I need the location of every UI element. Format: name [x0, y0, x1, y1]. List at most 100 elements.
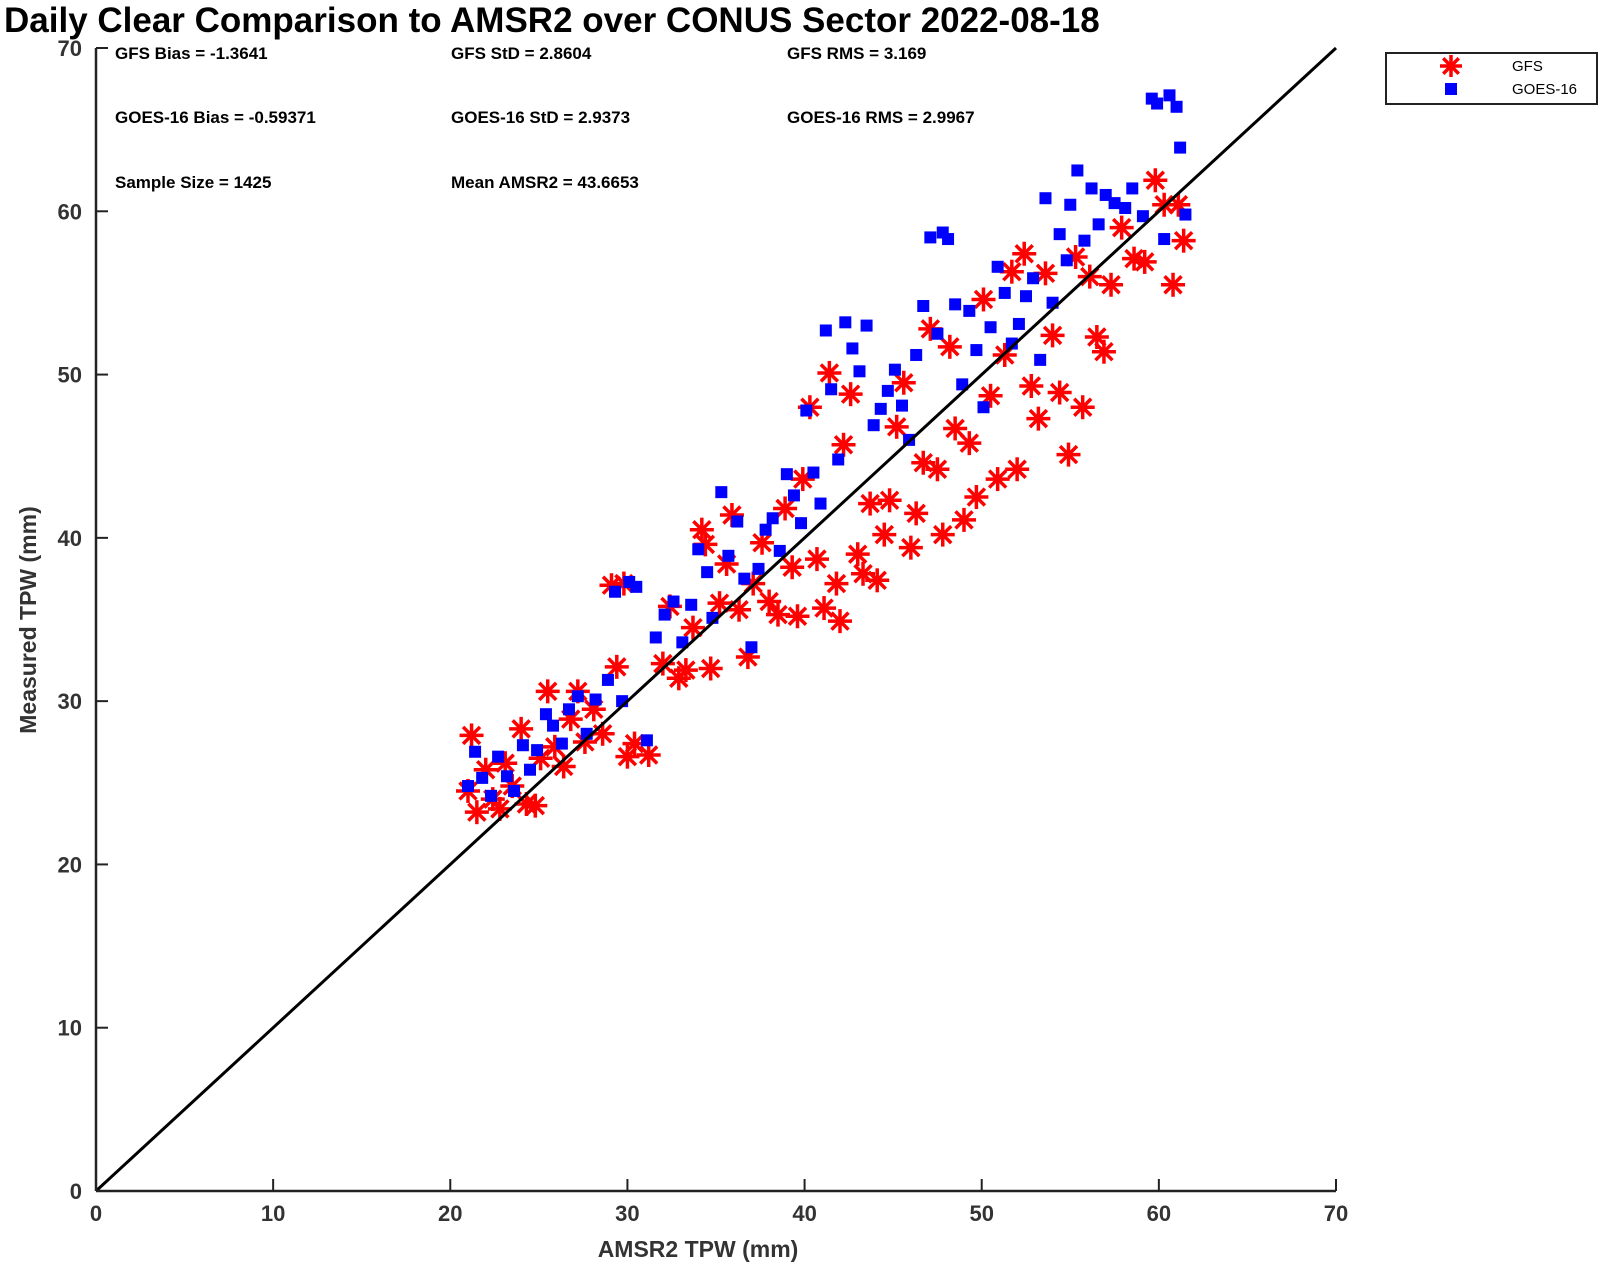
data-points [456, 89, 1196, 825]
legend-label: GOES-16 [1512, 81, 1577, 98]
data-point [547, 719, 560, 732]
data-point [757, 589, 782, 614]
x-tick-label: 20 [438, 1201, 462, 1226]
data-point [676, 636, 689, 649]
data-point [891, 370, 916, 395]
legend-label: GFS [1512, 58, 1543, 75]
data-point [650, 651, 675, 676]
data-point [831, 432, 856, 457]
data-point [698, 656, 723, 681]
data-point [985, 467, 1010, 492]
data-point [807, 466, 820, 479]
data-point [715, 486, 728, 499]
data-point [773, 544, 786, 557]
data-point [787, 489, 800, 502]
data-point [845, 542, 870, 567]
data-point [469, 745, 482, 758]
data-point [485, 789, 498, 802]
data-point [630, 580, 643, 593]
data-point [555, 737, 568, 750]
data-point [952, 507, 976, 532]
data-point [722, 549, 735, 562]
x-tick-label: 60 [1147, 1201, 1171, 1226]
data-point [971, 287, 996, 312]
data-point [949, 298, 962, 311]
y-tick-label: 30 [58, 689, 82, 714]
data-point [1039, 192, 1052, 205]
data-point [888, 363, 901, 376]
data-point [516, 739, 529, 752]
data-point [1126, 182, 1139, 195]
data-point [881, 384, 894, 397]
legend-marker-goes-16 [1445, 83, 1457, 95]
x-axis-label: AMSR2 TPW (mm) [598, 1236, 799, 1262]
data-point [1119, 202, 1132, 215]
data-point [896, 399, 908, 412]
data-point [459, 723, 484, 748]
data-point [731, 515, 744, 528]
data-point [462, 780, 474, 793]
data-point [991, 260, 1004, 273]
data-point [492, 750, 505, 763]
data-point [957, 431, 982, 456]
data-point [759, 523, 772, 536]
data-point [942, 233, 955, 246]
data-point [1170, 100, 1183, 113]
data-point [745, 641, 758, 654]
data-point [817, 360, 842, 385]
data-point [1056, 442, 1081, 467]
data-point [680, 615, 705, 640]
data-point [825, 383, 838, 396]
data-point [819, 324, 832, 337]
data-point [685, 598, 698, 611]
data-point [649, 631, 662, 644]
stat-annotation: GFS StD = 2.8604 [451, 44, 592, 63]
stat-annotation: Mean AMSR2 = 43.6653 [451, 173, 639, 192]
data-point [1027, 272, 1040, 285]
data-point [1179, 208, 1192, 221]
chart-title: Daily Clear Comparison to AMSR2 over CON… [4, 1, 1100, 40]
axes [94, 47, 1337, 1193]
y-tick-label: 50 [58, 363, 82, 388]
data-point [673, 658, 698, 683]
data-point [1020, 290, 1032, 303]
data-point [1053, 228, 1066, 241]
data-point [1132, 249, 1157, 274]
data-point [867, 419, 880, 432]
data-point [1040, 323, 1065, 348]
data-point [1012, 241, 1037, 266]
data-point [1078, 234, 1091, 247]
data-point [884, 414, 909, 439]
data-point [604, 654, 629, 679]
data-point [838, 382, 863, 407]
y-axis-label: Measured TPW (mm) [15, 506, 41, 733]
data-point [943, 416, 968, 441]
data-point [930, 522, 955, 547]
data-point [531, 744, 544, 757]
legend-marker-gfs [1440, 55, 1462, 77]
data-point [956, 378, 969, 391]
data-point [523, 793, 548, 818]
data-point [1122, 246, 1147, 271]
data-point [1019, 374, 1044, 399]
data-point [667, 595, 680, 608]
stat-annotation: GOES-16 StD = 2.9373 [451, 108, 630, 127]
data-point [910, 348, 923, 361]
data-point [999, 259, 1024, 284]
data-point [917, 299, 930, 312]
data-point [853, 365, 866, 378]
y-tick-label: 40 [58, 526, 82, 551]
data-point [780, 468, 793, 481]
data-point [1034, 353, 1047, 366]
data-point [701, 566, 714, 579]
data-point [860, 319, 873, 332]
data-point [1092, 218, 1105, 231]
data-point [1005, 337, 1018, 350]
series-gfs [456, 168, 1196, 825]
data-point [925, 457, 950, 482]
data-point [1070, 395, 1095, 420]
series-goes-16 [462, 89, 1192, 802]
data-point [571, 690, 584, 703]
data-point [1171, 228, 1196, 253]
data-point [636, 743, 661, 768]
